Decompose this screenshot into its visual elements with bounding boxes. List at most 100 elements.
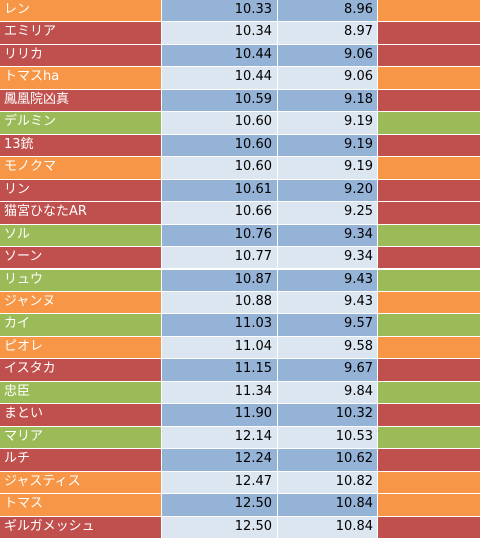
color-cell (378, 314, 480, 336)
name-cell: ジャスティス (0, 471, 162, 494)
color-cell (378, 202, 480, 224)
table-row: デルミン 10.60 9.19 (0, 112, 480, 135)
color-cell (378, 291, 480, 314)
value2-cell: 9.34 (278, 247, 378, 269)
value1-cell: 11.03 (162, 314, 278, 336)
name-cell: モノクマ (0, 157, 162, 179)
table-row: トマス 12.50 10.84 (0, 494, 480, 517)
color-cell (378, 494, 480, 516)
color-cell (378, 471, 480, 494)
table-row: リュウ 10.87 9.43 (0, 269, 480, 292)
value1-cell: 11.04 (162, 336, 278, 359)
table-row: ジャンヌ 10.88 9.43 (0, 291, 480, 315)
value2-cell: 10.62 (278, 449, 378, 471)
color-cell (378, 516, 480, 538)
table-row: リン 10.61 9.20 (0, 179, 480, 203)
color-cell (378, 426, 480, 449)
table-row: ジャスティス 12.47 10.82 (0, 471, 480, 495)
table-row: リリカ 10.44 9.06 (0, 44, 480, 68)
table-row: カイ 11.03 9.57 (0, 314, 480, 337)
color-cell (378, 0, 480, 22)
value1-cell: 11.90 (162, 404, 278, 426)
value1-cell: 10.66 (162, 202, 278, 224)
value2-cell: 9.18 (278, 89, 378, 112)
value2-cell: 9.58 (278, 336, 378, 359)
name-cell: デルミン (0, 112, 162, 134)
name-cell: ソーン (0, 247, 162, 269)
value2-cell: 10.32 (278, 404, 378, 426)
value2-cell: 10.53 (278, 426, 378, 449)
name-cell: リン (0, 179, 162, 202)
table-row: エミリア 10.34 8.97 (0, 22, 480, 45)
name-cell: リリカ (0, 44, 162, 67)
value1-cell: 10.33 (162, 0, 278, 22)
value2-cell: 8.97 (278, 22, 378, 44)
name-cell: ソル (0, 224, 162, 247)
value1-cell: 10.60 (162, 134, 278, 157)
name-cell: トマスha (0, 67, 162, 89)
value1-cell: 10.61 (162, 179, 278, 202)
value1-cell: 10.76 (162, 224, 278, 247)
table-row: イスタカ 11.15 9.67 (0, 359, 480, 382)
table-row: 鳳凰院凶真 10.59 9.18 (0, 89, 480, 113)
value1-cell: 10.60 (162, 157, 278, 179)
color-cell (378, 179, 480, 202)
name-cell: まとい (0, 404, 162, 426)
value1-cell: 12.50 (162, 494, 278, 516)
value1-cell: 11.15 (162, 359, 278, 381)
name-cell: 13銃 (0, 134, 162, 157)
value1-cell: 10.88 (162, 291, 278, 314)
table-row: ピオレ 11.04 9.58 (0, 336, 480, 360)
table-row: トマスha 10.44 9.06 (0, 67, 480, 90)
table-row: ギルガメッシュ 12.50 10.84 (0, 516, 480, 539)
color-cell (378, 44, 480, 67)
name-cell: 忠臣 (0, 381, 162, 404)
value2-cell: 9.19 (278, 134, 378, 157)
color-cell (378, 112, 480, 134)
value2-cell: 8.96 (278, 0, 378, 22)
table-row: ソーン 10.77 9.34 (0, 247, 480, 270)
value1-cell: 10.34 (162, 22, 278, 44)
value1-cell: 12.47 (162, 471, 278, 494)
value2-cell: 9.43 (278, 291, 378, 314)
table-row: 忠臣 11.34 9.84 (0, 381, 480, 405)
value1-cell: 11.34 (162, 381, 278, 404)
value1-cell: 12.24 (162, 449, 278, 471)
table-row: マリア 12.14 10.53 (0, 426, 480, 450)
value2-cell: 9.57 (278, 314, 378, 336)
name-cell: ピオレ (0, 336, 162, 359)
value1-cell: 10.60 (162, 112, 278, 134)
value2-cell: 9.20 (278, 179, 378, 202)
value2-cell: 9.25 (278, 202, 378, 224)
color-cell (378, 336, 480, 359)
value2-cell: 9.67 (278, 359, 378, 381)
color-cell (378, 449, 480, 471)
color-cell (378, 134, 480, 157)
value2-cell: 9.19 (278, 112, 378, 134)
name-cell: 鳳凰院凶真 (0, 89, 162, 112)
table-row: ルチ 12.24 10.62 (0, 449, 480, 472)
value1-cell: 12.14 (162, 426, 278, 449)
color-cell (378, 269, 480, 291)
value2-cell: 9.43 (278, 269, 378, 291)
value2-cell: 9.84 (278, 381, 378, 404)
table-row: 13銃 10.60 9.19 (0, 134, 480, 158)
value1-cell: 10.77 (162, 247, 278, 269)
value1-cell: 10.44 (162, 67, 278, 89)
name-cell: マリア (0, 426, 162, 449)
table-row: モノクマ 10.60 9.19 (0, 157, 480, 180)
table-row: まとい 11.90 10.32 (0, 404, 480, 427)
name-cell: エミリア (0, 22, 162, 44)
color-cell (378, 247, 480, 269)
name-cell: カイ (0, 314, 162, 336)
name-cell: トマス (0, 494, 162, 516)
name-cell: ジャンヌ (0, 291, 162, 314)
color-cell (378, 381, 480, 404)
value2-cell: 10.84 (278, 516, 378, 538)
name-cell: ギルガメッシュ (0, 516, 162, 538)
name-cell: 猫宮ひなたAR (0, 202, 162, 224)
table-row: レン 10.33 8.96 (0, 0, 480, 23)
value2-cell: 10.82 (278, 471, 378, 494)
name-cell: レン (0, 0, 162, 22)
